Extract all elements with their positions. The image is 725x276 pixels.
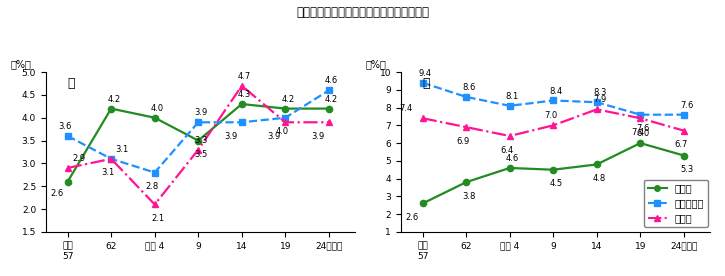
Text: 4.7: 4.7 xyxy=(238,72,251,81)
Text: 4.3: 4.3 xyxy=(238,90,251,99)
Text: 8.4: 8.4 xyxy=(550,87,563,95)
Text: 4.0: 4.0 xyxy=(151,104,164,113)
Text: 7.0: 7.0 xyxy=(544,112,557,120)
Text: 8.6: 8.6 xyxy=(463,83,476,92)
Text: 3.3: 3.3 xyxy=(194,136,208,145)
Text: 4.0: 4.0 xyxy=(276,128,289,136)
Text: 6.0: 6.0 xyxy=(637,129,650,138)
Text: 3.9: 3.9 xyxy=(194,108,207,117)
Text: 3.6: 3.6 xyxy=(58,122,72,131)
Text: 4.2: 4.2 xyxy=(107,95,120,104)
Text: 5.3: 5.3 xyxy=(680,165,693,174)
Text: 7.9: 7.9 xyxy=(593,95,606,104)
Text: 4.8: 4.8 xyxy=(593,174,606,183)
Text: 図６　転職率・新規就業率・離職率の推移: 図６ 転職率・新規就業率・離職率の推移 xyxy=(296,6,429,18)
Text: 2.6: 2.6 xyxy=(405,213,418,222)
Text: 8.3: 8.3 xyxy=(593,88,606,97)
Text: 女: 女 xyxy=(423,77,430,90)
Text: 7.6: 7.6 xyxy=(680,101,693,110)
Text: 4.2: 4.2 xyxy=(325,95,339,104)
Text: 3.1: 3.1 xyxy=(102,168,115,177)
Text: 2.1: 2.1 xyxy=(151,214,164,223)
Text: 7.6: 7.6 xyxy=(637,124,650,133)
Text: 2.9: 2.9 xyxy=(72,154,86,163)
Text: 3.5: 3.5 xyxy=(194,150,207,159)
Y-axis label: （%）: （%） xyxy=(365,59,386,69)
Text: 3.9: 3.9 xyxy=(224,132,237,141)
Text: 4.6: 4.6 xyxy=(506,154,519,163)
Text: 2.6: 2.6 xyxy=(50,189,63,198)
Text: 4.6: 4.6 xyxy=(325,76,339,85)
Text: 男: 男 xyxy=(67,77,75,90)
Text: 7.4: 7.4 xyxy=(399,104,413,113)
Text: 7.4: 7.4 xyxy=(631,128,645,137)
Text: 6.4: 6.4 xyxy=(500,146,513,155)
Text: 4.2: 4.2 xyxy=(281,95,294,104)
Text: 4.5: 4.5 xyxy=(550,179,563,189)
Text: 8.1: 8.1 xyxy=(506,92,519,101)
Text: 3.1: 3.1 xyxy=(116,145,129,154)
Text: 3.9: 3.9 xyxy=(268,132,281,141)
Text: 3.9: 3.9 xyxy=(311,132,324,141)
Text: 6.9: 6.9 xyxy=(457,137,470,146)
Text: 2.8: 2.8 xyxy=(145,182,159,191)
Text: 3.8: 3.8 xyxy=(463,192,476,201)
Legend: 転職率, 新規就業率, 離職率: 転職率, 新規就業率, 離職率 xyxy=(644,179,708,227)
Text: 6.7: 6.7 xyxy=(674,140,688,149)
Text: 9.4: 9.4 xyxy=(419,69,432,78)
Y-axis label: （%）: （%） xyxy=(11,59,32,69)
